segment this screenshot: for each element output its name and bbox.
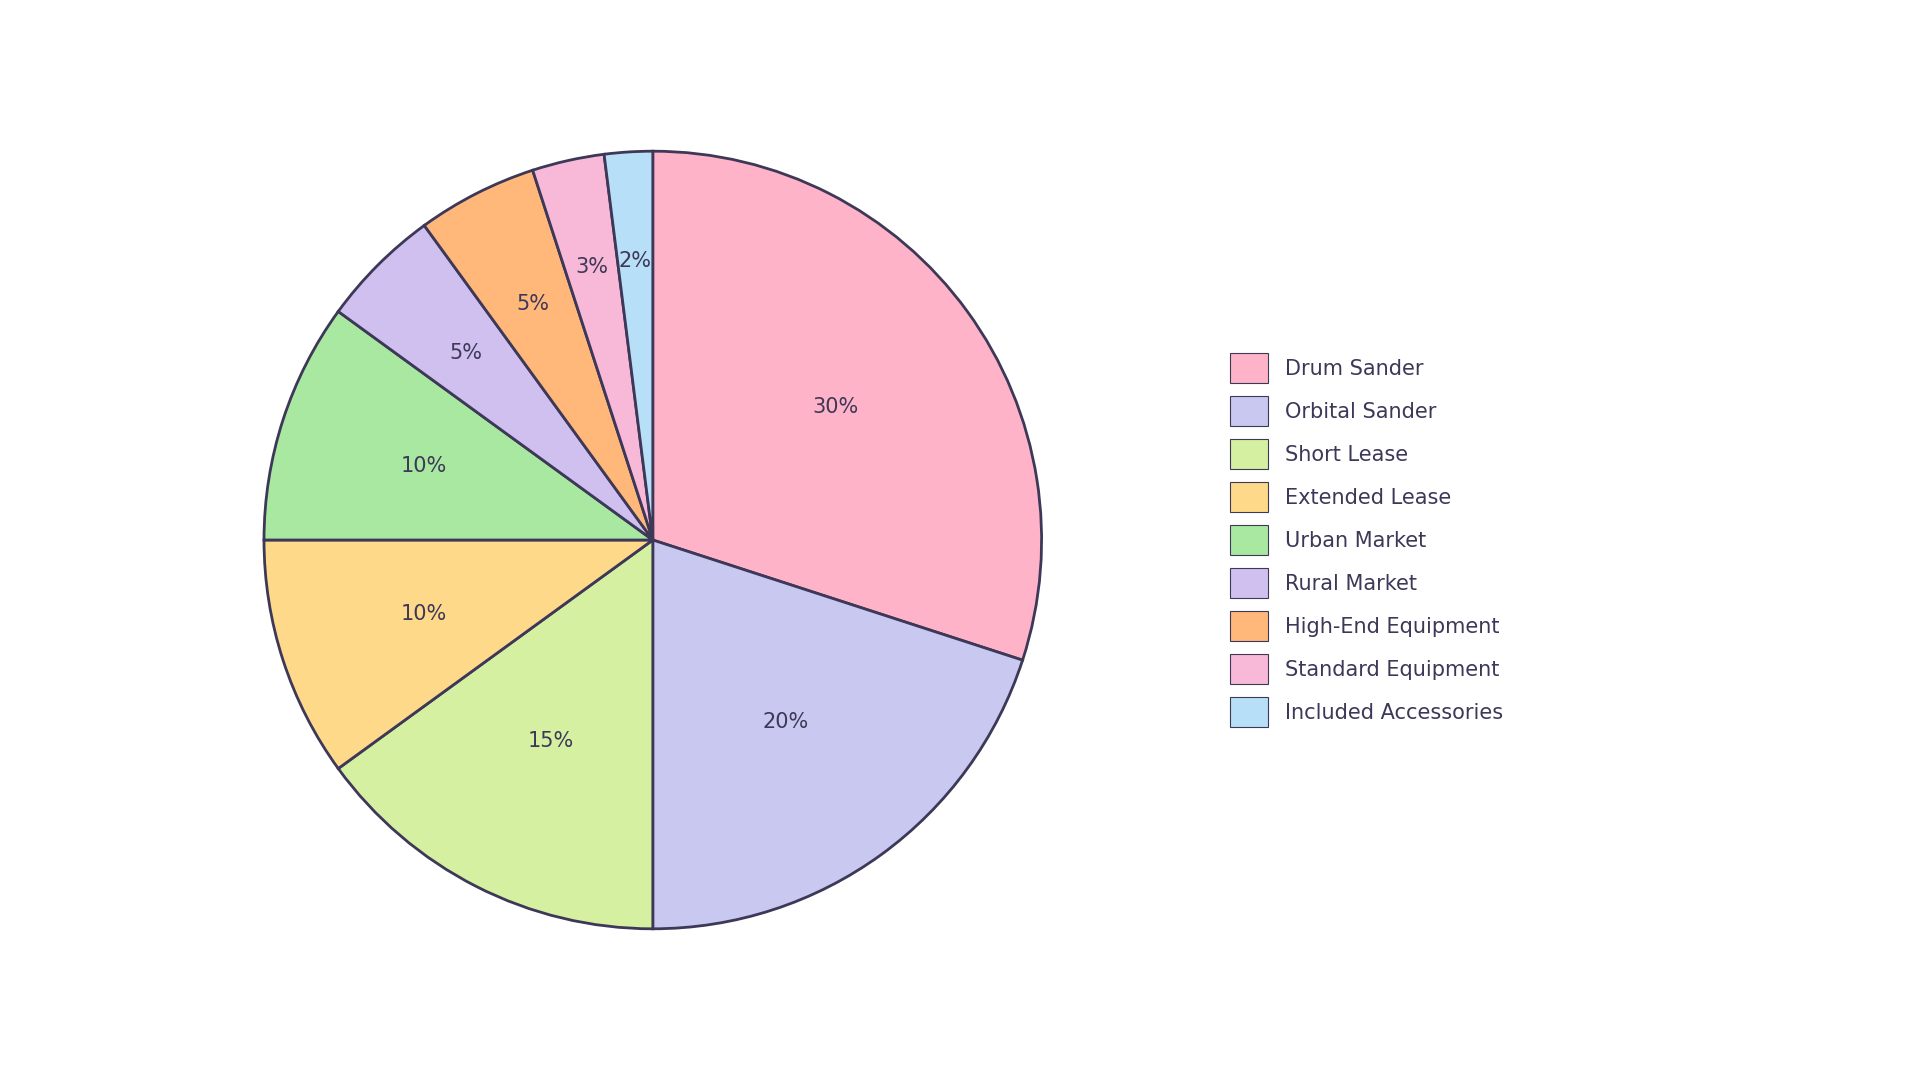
Wedge shape	[532, 154, 653, 540]
Wedge shape	[653, 540, 1023, 929]
Wedge shape	[424, 171, 653, 540]
Legend: Drum Sander, Orbital Sander, Short Lease, Extended Lease, Urban Market, Rural Ma: Drum Sander, Orbital Sander, Short Lease…	[1219, 342, 1513, 738]
Wedge shape	[653, 151, 1041, 660]
Text: 5%: 5%	[516, 295, 549, 314]
Text: 10%: 10%	[401, 605, 447, 624]
Text: 2%: 2%	[618, 251, 651, 271]
Text: 15%: 15%	[528, 731, 574, 751]
Wedge shape	[263, 311, 653, 540]
Text: 5%: 5%	[449, 343, 482, 363]
Text: 30%: 30%	[812, 397, 858, 418]
Wedge shape	[338, 226, 653, 540]
Wedge shape	[263, 540, 653, 769]
Text: 3%: 3%	[576, 257, 609, 276]
Text: 20%: 20%	[762, 713, 808, 732]
Wedge shape	[338, 540, 653, 929]
Text: 10%: 10%	[401, 456, 447, 475]
Wedge shape	[605, 151, 653, 540]
